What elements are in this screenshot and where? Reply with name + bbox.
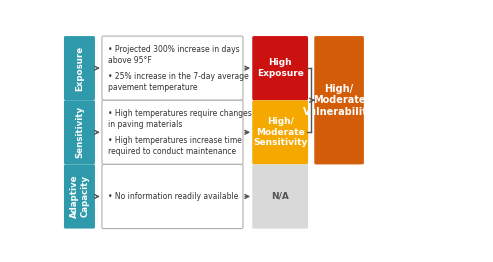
FancyBboxPatch shape <box>252 100 308 164</box>
Text: Adaptive
Capacity: Adaptive Capacity <box>70 175 89 218</box>
FancyBboxPatch shape <box>64 164 95 228</box>
Text: • 25% increase in the 7-day average
pavement temperature: • 25% increase in the 7-day average pave… <box>108 72 249 92</box>
Text: High/
Moderate
Sensitivity: High/ Moderate Sensitivity <box>253 117 307 147</box>
FancyBboxPatch shape <box>102 36 243 100</box>
Text: • No information readily available: • No information readily available <box>108 192 239 201</box>
Text: • Projected 300% increase in days
above 95°F: • Projected 300% increase in days above … <box>108 45 240 65</box>
Text: • High temperatures require changes
in paving materials: • High temperatures require changes in p… <box>108 109 252 129</box>
Text: Sensitivity: Sensitivity <box>75 106 84 158</box>
FancyBboxPatch shape <box>314 36 364 164</box>
Text: High
Exposure: High Exposure <box>257 58 304 78</box>
FancyBboxPatch shape <box>252 164 308 228</box>
Text: • High temperatures increase time
required to conduct maintenance: • High temperatures increase time requir… <box>108 136 242 156</box>
Text: High/
Moderate
Vulnerability: High/ Moderate Vulnerability <box>304 84 375 117</box>
FancyBboxPatch shape <box>64 36 95 100</box>
Text: Exposure: Exposure <box>75 46 84 91</box>
FancyBboxPatch shape <box>64 100 95 164</box>
FancyBboxPatch shape <box>252 36 308 100</box>
FancyBboxPatch shape <box>102 100 243 164</box>
Text: N/A: N/A <box>271 192 289 201</box>
FancyBboxPatch shape <box>102 164 243 228</box>
